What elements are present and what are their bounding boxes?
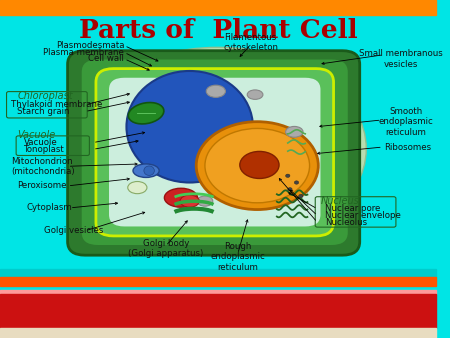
Text: Mitochondrion
(mitochondria): Mitochondrion (mitochondria) <box>11 156 75 176</box>
Ellipse shape <box>196 122 318 210</box>
Text: Vacuole: Vacuole <box>18 130 56 140</box>
Ellipse shape <box>286 126 303 137</box>
Bar <box>0 290 436 294</box>
Text: Parts of  Plant Cell: Parts of Plant Cell <box>79 18 357 43</box>
Ellipse shape <box>206 85 225 97</box>
Ellipse shape <box>286 174 290 177</box>
Text: Smooth
endoplasmic
reticulum: Smooth endoplasmic reticulum <box>378 107 433 137</box>
Text: Filamentous
cytoskeleton: Filamentous cytoskeleton <box>223 32 278 52</box>
Ellipse shape <box>144 166 154 175</box>
Ellipse shape <box>205 128 310 203</box>
Text: Tonoplast: Tonoplast <box>24 145 65 154</box>
FancyBboxPatch shape <box>81 58 349 246</box>
Ellipse shape <box>299 194 303 198</box>
FancyBboxPatch shape <box>96 69 333 236</box>
Bar <box>0 277 436 286</box>
Text: Plasmodesmata: Plasmodesmata <box>56 41 124 50</box>
Ellipse shape <box>288 188 292 191</box>
FancyBboxPatch shape <box>109 78 320 226</box>
Text: Plasma membrane: Plasma membrane <box>43 48 124 57</box>
Text: Golgi body
(Golgi apparatus): Golgi body (Golgi apparatus) <box>128 239 203 258</box>
Text: Nucleolus: Nucleolus <box>325 218 367 227</box>
Text: Rough
endoplasmic
reticulum: Rough endoplasmic reticulum <box>210 242 265 272</box>
Text: Cytoplasm: Cytoplasm <box>26 203 72 212</box>
Ellipse shape <box>197 196 213 206</box>
Ellipse shape <box>240 151 279 178</box>
Text: Peroxisome: Peroxisome <box>18 182 67 190</box>
Ellipse shape <box>128 182 147 194</box>
Text: Golgi vesicles: Golgi vesicles <box>44 226 103 235</box>
Text: Nuclear pore: Nuclear pore <box>325 204 380 213</box>
Text: Nucleus: Nucleus <box>320 196 359 206</box>
Ellipse shape <box>247 90 263 99</box>
Text: Small membranous
vesicles: Small membranous vesicles <box>359 49 443 69</box>
Bar <box>0 328 436 338</box>
FancyBboxPatch shape <box>68 51 360 255</box>
Text: Thylakoid membrane: Thylakoid membrane <box>11 100 102 109</box>
Ellipse shape <box>133 164 159 177</box>
Ellipse shape <box>70 47 366 250</box>
Text: Nuclear envelope: Nuclear envelope <box>325 211 400 220</box>
Ellipse shape <box>294 181 299 184</box>
Ellipse shape <box>128 102 164 124</box>
Bar <box>0 269 436 277</box>
Text: Ribosomes: Ribosomes <box>384 143 431 151</box>
Text: Vacuole: Vacuole <box>24 138 58 147</box>
Ellipse shape <box>164 188 198 207</box>
Ellipse shape <box>126 71 253 183</box>
Bar <box>0 294 436 328</box>
Text: Cell wall: Cell wall <box>88 54 124 63</box>
Bar <box>0 0 436 15</box>
Text: Starch grain: Starch grain <box>18 107 70 116</box>
Ellipse shape <box>180 195 199 207</box>
Text: Chloroplast: Chloroplast <box>18 91 73 101</box>
